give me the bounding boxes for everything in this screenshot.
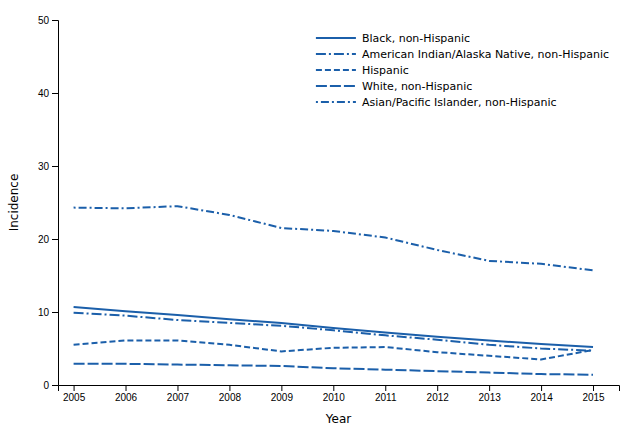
x-tick: 2012 — [427, 385, 450, 403]
y-tick-label: 40 — [38, 88, 50, 99]
legend-item: Black, non-Hispanic — [316, 32, 470, 45]
x-tick-label: 2015 — [582, 392, 605, 403]
y-tick: 30 — [38, 161, 58, 172]
legend-item: Hispanic — [316, 64, 409, 77]
x-tick: 2007 — [167, 385, 190, 403]
x-tick-mark — [74, 385, 75, 391]
legend-label: American Indian/Alaska Native, non-Hispa… — [362, 48, 609, 61]
y-axis: 0 10 20 30 40 50 — [38, 15, 59, 391]
x-tick: 2009 — [271, 385, 294, 403]
legend-swatch — [316, 69, 356, 71]
series-line — [74, 364, 593, 375]
y-tick-mark — [52, 166, 58, 167]
x-tick-label: 2012 — [427, 392, 450, 403]
y-tick-label: 20 — [38, 234, 50, 245]
x-tick-mark — [333, 385, 334, 391]
x-tick-mark — [177, 385, 178, 391]
x-tick-mark — [489, 385, 490, 391]
chart: 2005200620072008200920102011201220132014… — [0, 0, 639, 433]
y-tick-mark — [52, 93, 58, 94]
x-tick-label: 2014 — [530, 392, 553, 403]
legend-label: White, non-Hispanic — [362, 80, 472, 93]
legend-swatch — [316, 37, 356, 39]
y-tick-mark — [52, 239, 58, 240]
x-tick-mark — [437, 385, 438, 391]
x-tick-label: 2009 — [271, 392, 294, 403]
x-axis-line — [59, 386, 620, 392]
x-tick: 2013 — [479, 385, 502, 403]
legend-swatch — [316, 101, 356, 103]
x-tick-mark — [593, 385, 594, 391]
x-tick: 2005 — [63, 385, 86, 403]
y-tick-mark — [52, 20, 58, 21]
x-tick-label: 2008 — [219, 392, 242, 403]
y-tick-mark — [52, 385, 58, 386]
x-tick-label: 2006 — [115, 392, 138, 403]
lines — [74, 206, 593, 375]
legend-label: Asian/Pacific Islander, non-Hispanic — [362, 96, 557, 109]
x-tick: 2010 — [323, 385, 346, 403]
y-tick-label: 30 — [38, 161, 50, 172]
y-tick-label: 50 — [38, 15, 50, 26]
legend-item: American Indian/Alaska Native, non-Hispa… — [316, 48, 609, 61]
x-tick-mark — [385, 385, 386, 391]
legend: Black, non-Hispanic American Indian/Alask… — [316, 32, 609, 109]
y-axis-line — [52, 21, 59, 386]
series-line — [74, 307, 593, 347]
series-line — [74, 313, 593, 351]
legend-label: Hispanic — [362, 64, 409, 77]
series-line — [74, 340, 593, 359]
x-tick-label: 2005 — [63, 392, 86, 403]
series-line — [74, 206, 593, 270]
x-axis-title: Year — [325, 412, 351, 426]
x-tick-mark — [541, 385, 542, 391]
legend-item: Asian/Pacific Islander, non-Hispanic — [316, 96, 557, 109]
legend-item: White, non-Hispanic — [316, 80, 472, 93]
y-tick: 10 — [38, 307, 58, 318]
y-tick: 50 — [38, 15, 58, 26]
y-tick: 20 — [38, 234, 58, 245]
x-tick-mark — [229, 385, 230, 391]
y-tick-label: 0 — [43, 380, 49, 391]
x-tick: 2011 — [375, 385, 397, 403]
plot: 2005200620072008200920102011201220132014… — [7, 15, 620, 426]
x-tick: 2015 — [582, 385, 605, 403]
y-tick: 40 — [38, 88, 58, 99]
y-tick: 0 — [43, 380, 58, 391]
legend-swatch — [316, 85, 356, 87]
x-tick: 2014 — [530, 385, 553, 403]
legend-swatch — [316, 53, 356, 55]
y-tick-mark — [52, 312, 58, 313]
y-axis-title: Incidence — [7, 174, 21, 232]
x-tick-label: 2011 — [375, 392, 397, 403]
x-tick-label: 2013 — [479, 392, 502, 403]
x-tick-mark — [281, 385, 282, 391]
x-tick: 2008 — [219, 385, 242, 403]
x-tick-label: 2010 — [323, 392, 346, 403]
x-axis: 2005 2006 2007 2008 2009 2010 2011 2012 2013 2014… — [59, 385, 620, 403]
legend-label: Black, non-Hispanic — [362, 32, 470, 45]
x-tick: 2006 — [115, 385, 138, 403]
x-tick-mark — [126, 385, 127, 391]
y-tick-label: 10 — [38, 307, 50, 318]
x-tick-label: 2007 — [167, 392, 190, 403]
